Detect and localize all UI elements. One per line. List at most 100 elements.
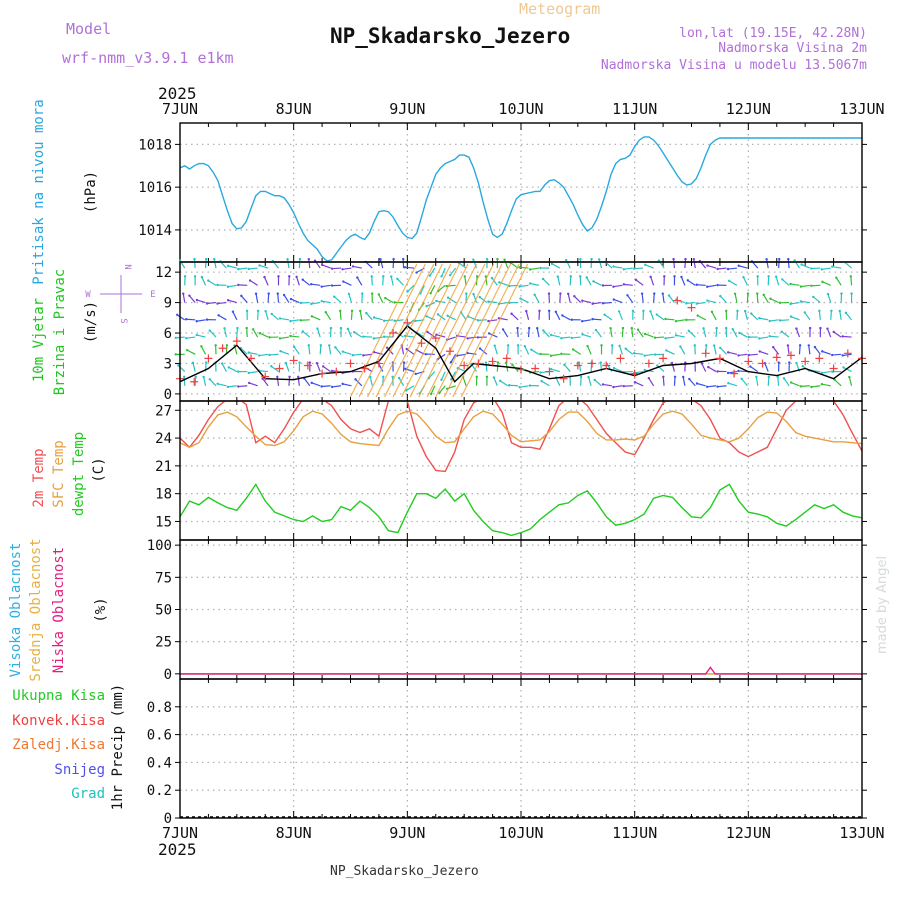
series-line-pressure-0: [180, 136, 862, 262]
wind-arrow-head: [341, 350, 345, 353]
wind-arrow-head: [330, 267, 334, 270]
legend-total-precip: Ukupna Kisa: [12, 688, 105, 704]
wind-arrow-head: [297, 375, 300, 379]
wind-arrow: [328, 345, 332, 355]
wind-arrow-head: [533, 293, 536, 296]
wind-arrow: [203, 376, 207, 386]
wind-arrow-head: [475, 275, 479, 278]
wind-arrow-head: [202, 375, 205, 379]
wind-arrow: [248, 267, 258, 270]
wind-arrow: [839, 310, 842, 320]
wind-arrow-head: [487, 300, 490, 303]
top-day-label: 11JUN: [612, 100, 657, 118]
wind-arrow-head: [372, 316, 376, 319]
wind-arrow-head: [276, 375, 279, 379]
lonlat-text: lon,lat (19.15E, 42.28N): [679, 26, 867, 41]
wind-arrow-head: [523, 344, 527, 348]
wind-arrow: [265, 311, 269, 320]
wind-arrow: [563, 364, 571, 372]
wind-arrow-head: [649, 310, 652, 313]
panel-temperature: 15 18 21 24 27: [155, 400, 867, 541]
gust-marker: [630, 369, 639, 378]
wind-arrow: [255, 293, 259, 303]
wind-arrow-head: [295, 275, 298, 278]
wind-arrow-head: [216, 382, 219, 385]
wind-arrow: [447, 315, 456, 321]
wind-arrow-head: [384, 296, 387, 300]
wind-arrow-head: [737, 369, 740, 373]
gust-marker: [289, 356, 298, 365]
wind-arrow: [343, 280, 352, 286]
wind-arrow: [637, 329, 644, 338]
wind-arrow-head: [807, 344, 810, 347]
wind-arrow-head: [733, 292, 737, 295]
wind-arrow-head: [849, 275, 853, 278]
y-tick-label: 9: [164, 296, 172, 312]
wind-arrow: [800, 300, 810, 304]
cloud-unit: (%): [93, 597, 109, 622]
wind-arrow: [756, 293, 759, 303]
wind-arrow-head: [789, 302, 792, 306]
wind-arrow-head: [319, 344, 323, 347]
wind-arrow: [319, 345, 322, 355]
wind-arrow-head: [324, 311, 327, 314]
wind-arrow: [311, 283, 321, 286]
wind-arrow: [711, 311, 717, 321]
wind-arrow: [821, 383, 831, 387]
wind-arrow-head: [237, 370, 240, 373]
wind-arrow-head: [670, 361, 674, 365]
wind-arrow: [713, 345, 717, 355]
wind-arrow-head: [499, 379, 502, 383]
gust-marker: [715, 354, 724, 363]
wind-arrow: [262, 378, 269, 387]
wind-arrow-head: [174, 353, 177, 356]
wind-arrow: [811, 385, 821, 388]
wind-arrow: [288, 376, 291, 386]
model-value: wrf-nmm_v3.9.1 e1km: [62, 49, 234, 67]
wind-arrow: [741, 378, 748, 387]
wind-arrow-head: [485, 375, 489, 378]
wind-arrow-head: [320, 299, 323, 303]
wind-arrow-head: [653, 336, 657, 339]
wind-arrow-head: [706, 264, 709, 267]
gust-marker: [801, 357, 810, 366]
wind-arrow-head: [758, 316, 761, 320]
wind-arrow-head: [440, 275, 443, 278]
wind-arrow: [182, 293, 186, 303]
wind-arrow: [707, 299, 717, 304]
wind-arrow: [593, 280, 602, 286]
wind-arrow: [227, 299, 237, 304]
wind-arrow-head: [736, 309, 739, 313]
wind-arrow-head: [536, 327, 539, 330]
wind-arrow: [462, 377, 467, 386]
wind-arrow: [450, 354, 457, 363]
wind-arrow-head: [592, 280, 595, 283]
wind-arrow-head: [693, 344, 696, 347]
y-tick-label: 75: [155, 570, 172, 586]
wind-arrow-head: [800, 263, 803, 266]
compass-east: E: [150, 290, 155, 300]
wind-arrow: [271, 313, 279, 321]
wind-arrow-head: [767, 375, 771, 379]
wind-arrow: [635, 279, 644, 286]
wind-arrow-head: [393, 319, 396, 322]
wind-arrow-head: [359, 309, 362, 313]
wind-arrow-head: [528, 384, 532, 387]
wind-arrow-head: [541, 277, 545, 281]
gust-marker: [602, 361, 611, 370]
wind-arrow-head: [204, 257, 208, 261]
wind-arrow: [550, 368, 560, 373]
wind-arrow: [333, 296, 342, 304]
wind-arrow-head: [643, 354, 646, 357]
gust-marker: [644, 359, 653, 368]
pressure-ylabel: Pritisak na nivou mora: [31, 99, 47, 284]
wind-arrow: [644, 353, 654, 357]
wind-arrow: [534, 294, 540, 303]
wind-arrow-head: [841, 335, 844, 338]
wind-arrow-head: [440, 378, 443, 381]
wind-arrow: [672, 259, 676, 269]
wind-arrow: [744, 310, 748, 320]
wind-arrow: [748, 353, 758, 356]
wind-arrow-head: [518, 266, 521, 269]
wind-arrow: [783, 378, 790, 387]
